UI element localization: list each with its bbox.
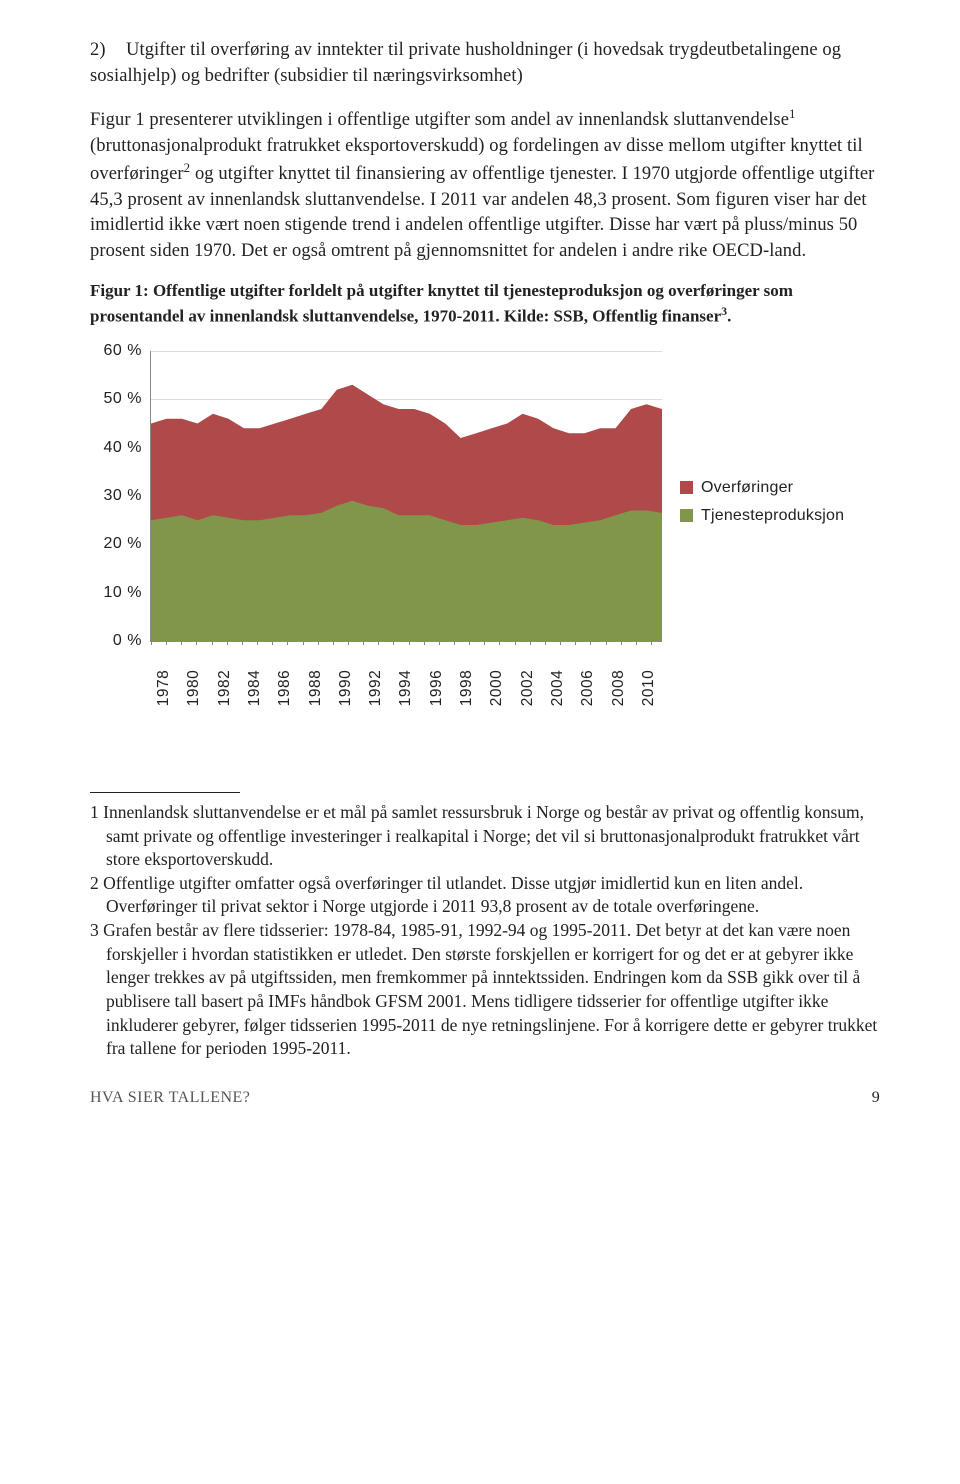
legend-label: Overføringer — [701, 479, 793, 497]
figcap-a: Figur 1: Offentlige utgifter forldelt på… — [90, 281, 793, 326]
list-item-2: 2)Utgifter til overføring av inntekter t… — [90, 38, 880, 89]
legend-swatch — [680, 481, 693, 494]
page-footer: HVA SIER TALLENE? 9 — [90, 1089, 880, 1107]
legend-swatch — [680, 509, 693, 522]
x-tick-label: 1982 — [216, 670, 234, 706]
paragraph-2: Figur 1 presenterer utviklingen i offent… — [90, 105, 880, 264]
figure-caption: Figur 1: Offentlige utgifter forldelt på… — [90, 280, 880, 329]
y-tick-label: 30 % — [104, 487, 142, 505]
chart-svg — [151, 351, 662, 641]
x-tick-label: 1978 — [155, 670, 173, 706]
p2-a: Figur 1 presenterer utviklingen i offent… — [90, 110, 789, 130]
legend-label: Tjenesteproduksjon — [701, 507, 844, 525]
y-tick-label: 20 % — [104, 535, 142, 553]
y-axis: 0 %10 %20 %30 %40 %50 %60 % — [90, 351, 150, 641]
x-tick-label: 2002 — [519, 670, 537, 706]
x-tick-label: 2000 — [488, 670, 506, 706]
legend-item: Tjenesteproduksjon — [680, 507, 880, 525]
x-tick-label: 1994 — [397, 670, 415, 706]
p2-c: og utgifter knyttet til finansiering av … — [90, 164, 874, 261]
x-tick-label: 1980 — [185, 670, 203, 706]
x-tick-label: 1984 — [246, 670, 264, 706]
x-tick-label: 1990 — [337, 670, 355, 706]
legend-item: Overføringer — [680, 479, 880, 497]
chart: 0 %10 %20 %30 %40 %50 %60 % 197819801982… — [90, 351, 880, 692]
footnote-3: 3 Grafen består av flere tidsserier: 197… — [90, 919, 880, 1061]
x-tick-label: 2008 — [610, 670, 628, 706]
y-tick-label: 10 % — [104, 584, 142, 602]
footnotes: 1 Innenlandsk sluttanvendelse er et mål … — [90, 801, 880, 1061]
x-tick-label: 1992 — [367, 670, 385, 706]
list-number: 2) — [90, 38, 126, 64]
footer-left: HVA SIER TALLENE? — [90, 1089, 250, 1107]
y-tick-label: 50 % — [104, 390, 142, 408]
y-tick-label: 60 % — [104, 342, 142, 360]
x-tick-label: 2010 — [640, 670, 658, 706]
body-text: 2)Utgifter til overføring av inntekter t… — [90, 38, 880, 264]
x-tick-label: 1998 — [458, 670, 476, 706]
figcap-b: . — [727, 307, 731, 326]
page: 2)Utgifter til overføring av inntekter t… — [0, 0, 960, 1137]
footnote-rule — [90, 792, 240, 793]
footnote-2: 2 Offentlige utgifter omfatter også over… — [90, 872, 880, 919]
x-axis: 1978198019821984198619881990199219941996… — [150, 642, 650, 692]
x-minor-tick — [651, 641, 652, 645]
footnote-1: 1 Innenlandsk sluttanvendelse er et mål … — [90, 801, 880, 872]
x-tick-label: 1996 — [428, 670, 446, 706]
x-tick-label: 1986 — [276, 670, 294, 706]
legend: Overføringer Tjenesteproduksjon — [662, 351, 880, 692]
x-tick-label: 2006 — [579, 670, 597, 706]
chart-row: 0 %10 %20 %30 %40 %50 %60 % — [90, 351, 662, 642]
y-tick-label: 0 % — [113, 632, 142, 650]
chart-block: 0 %10 %20 %30 %40 %50 %60 % 197819801982… — [90, 351, 662, 692]
y-tick-label: 40 % — [104, 439, 142, 457]
sup-1: 1 — [789, 106, 796, 121]
x-tick-label: 2004 — [549, 670, 567, 706]
plot-area — [150, 351, 662, 642]
list-item-text: Utgifter til overføring av inntekter til… — [90, 40, 841, 86]
x-tick-label: 1988 — [307, 670, 325, 706]
footer-page-number: 9 — [872, 1089, 880, 1107]
